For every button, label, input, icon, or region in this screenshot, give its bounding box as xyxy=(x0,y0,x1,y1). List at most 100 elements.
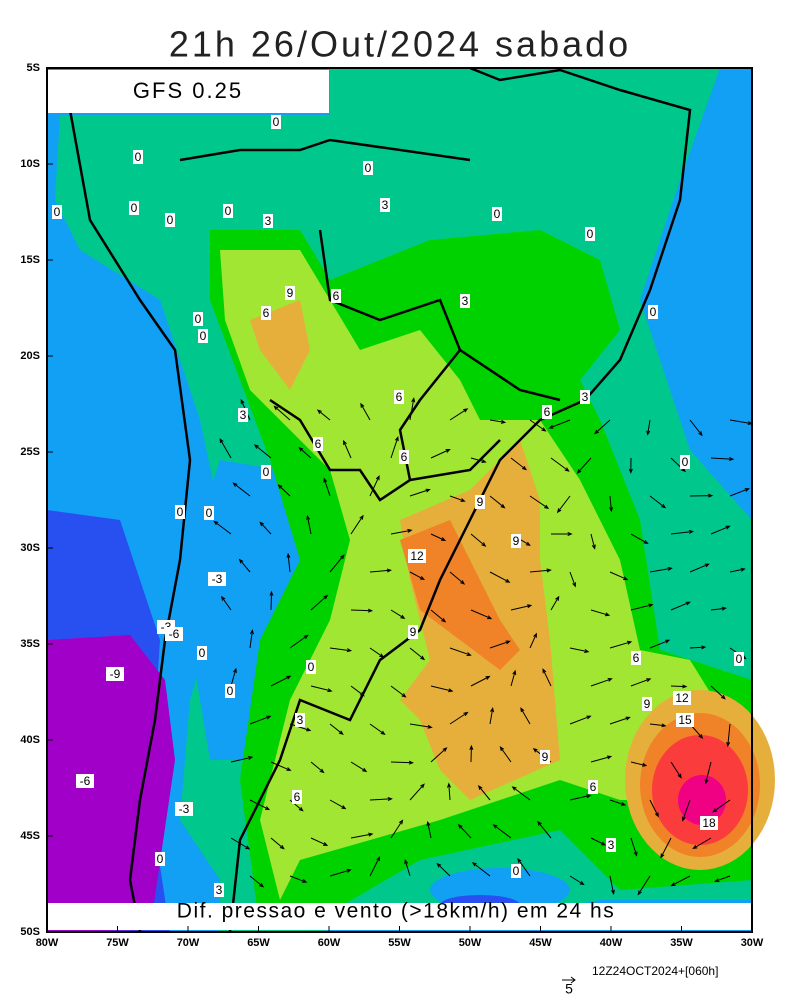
contour-label-bg xyxy=(238,408,248,422)
wind-arrow xyxy=(436,862,451,877)
contour-label: 6 xyxy=(396,390,403,404)
wind-arrow xyxy=(510,604,533,611)
wind-arrow xyxy=(492,824,512,839)
wind-arrow xyxy=(404,858,411,877)
contour-label-bg xyxy=(263,214,273,228)
wind-arrow xyxy=(390,528,413,535)
contour-label: 15 xyxy=(678,713,692,727)
wind-arrow xyxy=(710,525,731,535)
wind-arrow xyxy=(489,419,507,424)
wind-arrow xyxy=(289,634,309,649)
contour-label-bg xyxy=(606,838,616,852)
contour-label-bg xyxy=(52,205,62,219)
contour-label-bg xyxy=(460,294,470,308)
wind-arrow xyxy=(471,862,491,877)
wind-arrow xyxy=(630,761,648,767)
contour-label-bg xyxy=(673,691,691,705)
contour-label: 6 xyxy=(401,450,408,464)
wind-arrow xyxy=(323,477,331,497)
contour-label: 6 xyxy=(590,780,597,794)
wind-arrow xyxy=(270,761,292,771)
contour-label: 0 xyxy=(195,312,202,326)
wind-arrow xyxy=(489,640,511,649)
wind-arrow xyxy=(576,457,592,474)
contour-label-bg xyxy=(734,652,744,666)
contour-label-bg xyxy=(399,450,409,464)
wind-arrow xyxy=(714,875,731,882)
wind-arrow xyxy=(316,409,331,421)
wind-arrow xyxy=(310,685,333,693)
contour-label-bg xyxy=(193,312,203,326)
wind-arrow xyxy=(670,684,688,689)
model-label: GFS 0.25 xyxy=(133,78,243,103)
contour-label: 0 xyxy=(682,455,689,469)
field-9-12 xyxy=(250,300,310,390)
contour-label-bg xyxy=(492,207,502,221)
wind-arrow xyxy=(649,639,671,649)
lat-tick-label: 5S xyxy=(27,62,40,74)
wind-arrow xyxy=(273,405,291,421)
contour-label-bg xyxy=(129,201,139,215)
wind-arrow xyxy=(689,493,714,498)
wind-arrow xyxy=(569,647,590,653)
wind-arrow xyxy=(390,760,414,765)
wind-arrow xyxy=(510,457,528,471)
wind-arrow xyxy=(529,632,537,649)
wind-arrow xyxy=(609,571,629,581)
wind-arrow xyxy=(520,707,531,725)
contour-label: 18 xyxy=(702,816,716,830)
contour-label: 3 xyxy=(240,408,247,422)
wind-arrow xyxy=(238,558,251,573)
wind-arrow xyxy=(329,868,352,877)
wind-arrow xyxy=(310,594,329,611)
contour-label-bg xyxy=(76,774,94,788)
wind-arrow xyxy=(649,566,673,573)
contour-label: 6 xyxy=(333,289,340,303)
wind-arrow xyxy=(430,685,454,693)
wind-arrow xyxy=(569,794,592,801)
wind-arrow xyxy=(350,608,374,613)
contour-label: 9 xyxy=(477,495,484,509)
field-18 xyxy=(678,775,726,825)
contour-label: 9 xyxy=(644,697,651,711)
contour-label-bg xyxy=(208,572,226,586)
pressure-field xyxy=(47,68,775,932)
wind-arrow xyxy=(310,761,325,774)
wind-arrow xyxy=(390,819,404,839)
wind-arrow xyxy=(470,675,491,687)
contour-label: 0 xyxy=(199,646,206,660)
contour-label: 0 xyxy=(587,227,594,241)
wind-arrow xyxy=(569,875,585,886)
lat-tick-label: 35S xyxy=(20,638,40,650)
contour-label: 0 xyxy=(736,652,743,666)
borders xyxy=(68,66,692,933)
wind-arrow xyxy=(430,747,448,763)
contour-label: 0 xyxy=(494,207,501,221)
wind-arrow xyxy=(286,552,291,573)
wind-arrow xyxy=(249,875,265,888)
wind-arrow xyxy=(449,571,466,585)
contour-label-bg xyxy=(408,625,418,639)
wind-arrow xyxy=(529,568,552,573)
wind-arrow xyxy=(670,761,682,779)
contour-label: 3 xyxy=(297,713,304,727)
wind-arrow xyxy=(390,435,399,459)
contour-label-bg xyxy=(648,305,658,319)
wind-arrow xyxy=(232,482,251,497)
wind-arrow xyxy=(609,640,633,649)
wind-arrow xyxy=(277,484,291,497)
contour-label-bg xyxy=(540,750,550,764)
wind-arrow xyxy=(609,875,615,895)
wind-arrow xyxy=(489,571,511,583)
wind-arrow xyxy=(249,715,272,725)
wind-arrow xyxy=(249,629,254,649)
contour-labels: 0 0 0 0 0 0 0 0 0 0 0 0 0 0 0 0 0 0 0 0 0 0 3 3 3 3 3 3 3 3 6 6 6 6 6 6 6 6 6 9… xyxy=(52,115,744,897)
wind-arrow xyxy=(350,832,374,839)
wind-arrow xyxy=(726,723,731,748)
wind-arrow xyxy=(590,837,607,846)
contour-label: 9 xyxy=(410,625,417,639)
wind-arrow xyxy=(329,799,347,810)
contour-label: -3 xyxy=(179,802,190,816)
wind-arrow xyxy=(310,837,329,846)
